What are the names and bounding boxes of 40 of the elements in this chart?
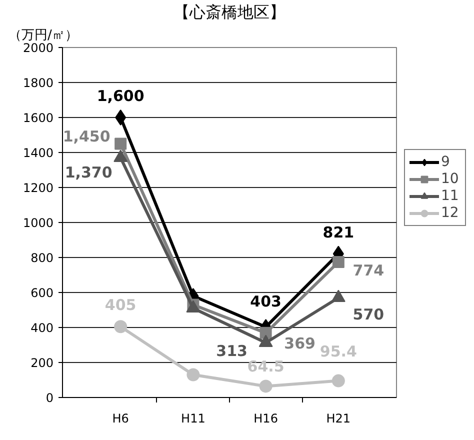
point xyxy=(114,320,128,334)
point xyxy=(114,138,127,150)
y-tick-label: 2000 xyxy=(22,41,54,55)
y-axis-title: （万円/㎡） xyxy=(8,28,78,43)
legend-label: 11 xyxy=(441,188,460,204)
data-label: 369 xyxy=(284,334,316,352)
chart-title: 【心斎橋地区】 xyxy=(174,2,286,22)
y-tick-label: 1400 xyxy=(22,146,54,160)
point xyxy=(332,256,344,268)
y-tick-label: 1600 xyxy=(22,111,54,125)
data-label: 64.5 xyxy=(247,358,284,376)
y-tick-label: 1200 xyxy=(22,181,54,195)
data-label: 313 xyxy=(216,342,248,360)
legend-label: 10 xyxy=(441,171,460,187)
y-tick-label: 800 xyxy=(30,251,54,265)
point xyxy=(115,110,126,126)
data-label: 570 xyxy=(352,305,384,324)
data-label: 1,370 xyxy=(64,163,112,182)
y-tick-label: 0 xyxy=(46,391,54,405)
legend-label: 12 xyxy=(441,205,460,221)
y-tick-label: 400 xyxy=(30,321,54,335)
x-tick-label: H6 xyxy=(112,412,129,426)
y-tick-label: 1800 xyxy=(22,76,54,90)
y-tick-label: 600 xyxy=(30,286,54,300)
data-label: 1,600 xyxy=(96,87,144,105)
legend-label: 9 xyxy=(441,154,451,170)
y-tick-label: 1000 xyxy=(22,216,54,230)
y-tick-label: 200 xyxy=(30,356,54,370)
x-tick-label: H11 xyxy=(181,412,206,426)
x-tick-label: H16 xyxy=(254,412,278,426)
data-label: 95.4 xyxy=(320,342,357,360)
data-label: 1,450 xyxy=(62,127,110,146)
point xyxy=(186,368,200,382)
data-label: 821 xyxy=(322,223,354,242)
data-label: 403 xyxy=(250,292,282,310)
point xyxy=(259,380,272,393)
data-label: 405 xyxy=(104,296,136,314)
point xyxy=(332,374,345,388)
x-tick-label: H21 xyxy=(326,412,351,426)
data-label: 774 xyxy=(352,262,384,280)
